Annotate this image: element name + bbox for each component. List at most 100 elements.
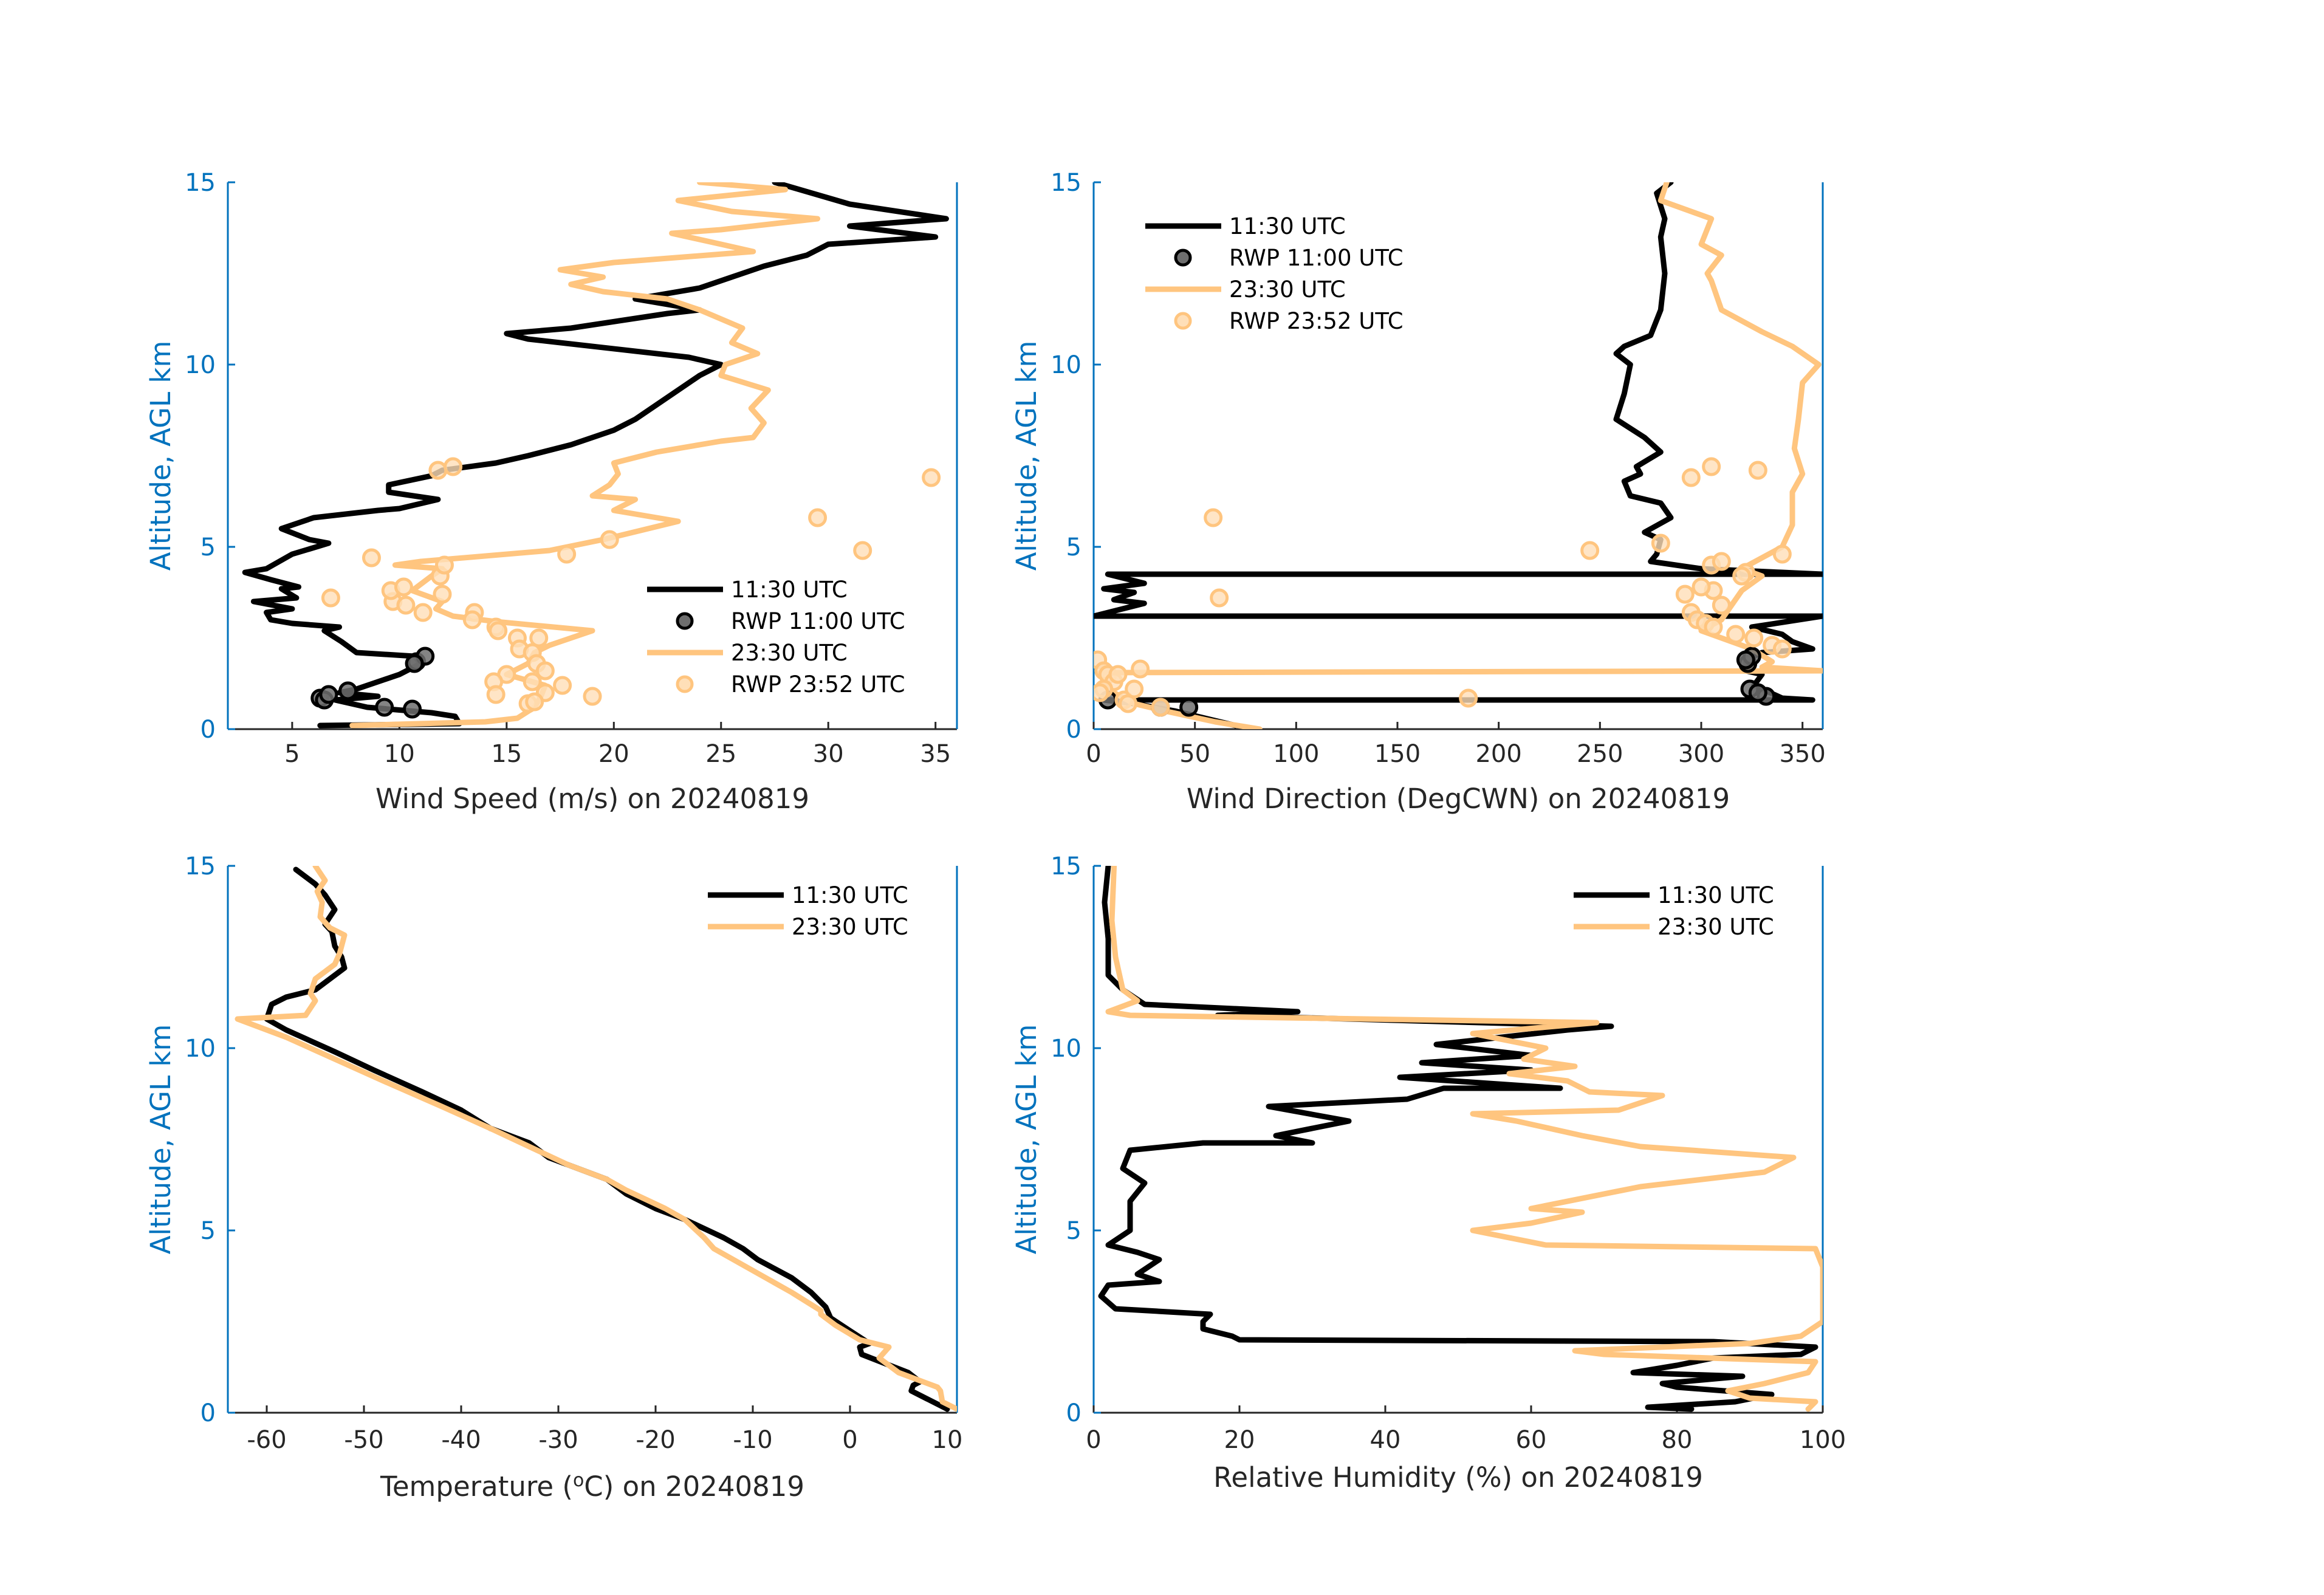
y-axis-label: Altitude, AGL km <box>1010 1024 1043 1255</box>
rwp-2352-point <box>1712 595 1731 615</box>
y-tick-label: 10 <box>185 1035 216 1063</box>
rwp-2352-point <box>434 555 454 575</box>
x-tick-label: 20 <box>1224 1426 1255 1454</box>
rwp-2352-point <box>433 585 452 604</box>
y-tick-label: 0 <box>201 1399 216 1427</box>
y-tick-label: 0 <box>1066 1399 1081 1427</box>
series-line-2330utc <box>235 866 957 1412</box>
legend: 11:30 UTC 23:30 UTC <box>708 882 908 940</box>
x-axis-label: Wind Speed (m/s) on 20240819 <box>375 783 809 815</box>
degree-superscript: o <box>573 1470 584 1491</box>
x-tick-label: 10 <box>384 740 415 768</box>
legend-label: RWP 11:00 UTC <box>731 608 905 634</box>
legend-marker-swatch <box>1174 249 1192 267</box>
legend: 11:30 UTC RWP 11:00 UTC 23:30 UTC RWP 23:52… <box>1145 213 1404 334</box>
series-line-2330utc <box>349 182 821 729</box>
plot-area: 0 50 100 150 200 250 300 350 0 5 10 15 11:30 UTC RWP … <box>1051 169 1826 768</box>
x-tick-label: 150 <box>1374 740 1421 768</box>
x-axis-label-part: Temperature ( <box>380 1470 573 1503</box>
rwp-2352-point <box>1748 461 1767 480</box>
rwp-2352-point <box>808 508 828 527</box>
x-tick-label: 20 <box>598 740 629 768</box>
rwp-1100-point <box>1179 698 1199 717</box>
rwp-2352-point <box>1459 688 1478 708</box>
series-group <box>1098 866 1823 1412</box>
rwp-2352-point <box>394 577 413 597</box>
rwp-2352-point <box>1692 577 1711 597</box>
series-line-2330utc <box>1097 182 1823 729</box>
rwp-2352-point <box>553 676 572 695</box>
legend-label: 23:30 UTC <box>1657 914 1774 940</box>
y-tick-label: 15 <box>185 852 216 880</box>
rwp-2352-point <box>1210 588 1229 608</box>
x-tick-label: 80 <box>1662 1426 1693 1454</box>
y-tick-label: 15 <box>185 169 216 197</box>
rwp-2352-point <box>1675 585 1695 604</box>
x-axis-label: Temperature (oC) on 20240819 <box>380 1470 804 1503</box>
x-tick-label: 250 <box>1577 740 1623 768</box>
panel-wind-speed: 5 10 15 20 25 30 35 0 5 10 15 11:30 UTC RWP 11:00 UT… <box>145 169 958 815</box>
rwp-2352-point <box>362 548 381 568</box>
rwp-2352-point <box>486 685 506 704</box>
legend-label: RWP 23:52 UTC <box>1229 308 1404 334</box>
series-line-2330utc <box>1105 866 1823 1412</box>
x-tick-label: 0 <box>1086 1426 1101 1454</box>
x-tick-label: 60 <box>1516 1426 1547 1454</box>
rwp-2352-point <box>557 544 577 564</box>
y-axis-label: Altitude, AGL km <box>1010 341 1043 571</box>
x-axis-label: Relative Humidity (%) on 20240819 <box>1213 1461 1703 1494</box>
x-tick-label: 5 <box>284 740 300 768</box>
rwp-1100-point <box>405 654 424 673</box>
legend-label: 23:30 UTC <box>1229 276 1346 303</box>
x-tick-label: 35 <box>920 740 951 768</box>
y-tick-label: 15 <box>1051 169 1081 197</box>
y-tick-label: 5 <box>201 1217 216 1245</box>
panel-wind-direction: 0 50 100 150 200 250 300 350 0 5 10 15 11:30 UTC RWP … <box>1010 169 1826 815</box>
series-group <box>235 866 957 1412</box>
x-tick-label: -30 <box>538 1426 578 1454</box>
x-tick-label: -20 <box>636 1426 675 1454</box>
rwp-2352-point <box>444 457 463 476</box>
rwp-2352-point <box>396 595 416 615</box>
y-tick-label: 5 <box>1066 1217 1081 1245</box>
x-tick-label: 10 <box>932 1426 963 1454</box>
rwp-1100-point <box>1736 650 1755 670</box>
rwp-2352-point <box>462 610 482 629</box>
rwp-2352-point <box>1125 679 1144 699</box>
x-tick-label: 350 <box>1779 740 1825 768</box>
rwp-2352-point <box>1732 566 1752 586</box>
x-tick-label: 15 <box>491 740 522 768</box>
legend-label: RWP 11:00 UTC <box>1229 245 1404 271</box>
rwp-1100-point <box>338 681 358 701</box>
rwp-2352-point <box>321 588 340 608</box>
rwp-2352-point <box>1131 659 1150 679</box>
y-tick-label: 0 <box>1066 716 1081 744</box>
rwp-2352-point <box>1580 541 1600 560</box>
rwp-2352-point <box>1704 617 1723 637</box>
y-axis-label: Altitude, AGL km <box>145 341 177 571</box>
rwp-2352-point <box>600 530 619 549</box>
legend-label: 11:30 UTC <box>731 577 848 603</box>
y-tick-label: 0 <box>201 716 216 744</box>
x-tick-label: 40 <box>1370 1426 1401 1454</box>
rwp-2352-point <box>1108 665 1128 684</box>
legend-label: 23:30 UTC <box>792 914 908 940</box>
legend-label: RWP 23:52 UTC <box>731 671 905 698</box>
x-axis-label-part: C) on 20240819 <box>584 1470 804 1503</box>
panel-temperature: -60 -50 -40 -30 -20 -10 0 10 0 5 10 15 11:30 UTC 23:3… <box>145 852 962 1503</box>
plot-area: 5 10 15 20 25 30 35 0 5 10 15 11:30 UTC RWP 11:00 UT… <box>185 169 958 768</box>
x-axis-label: Wind Direction (DegCWN) on 20240819 <box>1187 783 1730 815</box>
x-tick-label: 0 <box>1086 740 1101 768</box>
rwp-2352-point <box>525 692 544 712</box>
rwp-2352-point <box>1772 639 1792 659</box>
rwp-1100-point <box>1748 683 1767 702</box>
legend-label: 11:30 UTC <box>1657 882 1774 908</box>
series-group <box>242 182 949 729</box>
x-tick-label: 100 <box>1273 740 1319 768</box>
legend: 11:30 UTC 23:30 UTC <box>1574 882 1774 940</box>
x-tick-label: 25 <box>705 740 736 768</box>
rwp-2352-point <box>583 687 602 706</box>
x-tick-label: 300 <box>1678 740 1724 768</box>
rwp-2352-point <box>488 621 508 640</box>
